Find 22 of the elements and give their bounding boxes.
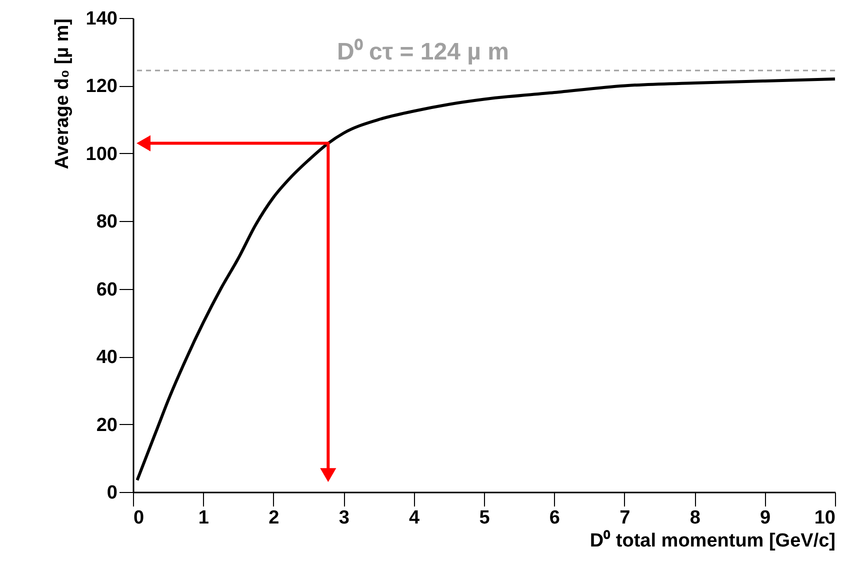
y-tick-label: 80 [96,212,118,233]
x-tick-label: 10 [814,508,836,528]
x-tick-label: 2 [268,508,280,528]
y-tick-label: 100 [86,144,118,165]
x-tick-label: 5 [479,508,490,528]
x-tick-label: 8 [690,508,700,528]
y-tick-label: 40 [96,347,118,368]
y-tick-label: 60 [96,279,118,300]
x-tick-label: 4 [409,508,420,528]
y-tick-label: 0 [106,482,118,504]
y-tick-label: 20 [96,414,118,436]
x-tick-label: 3 [338,508,350,528]
x-tick-label: 7 [620,508,630,528]
x-tick-label: 0 [134,508,144,528]
y-tick-label: 120 [86,76,118,98]
x-tick-label: 6 [549,508,560,528]
x-tick-label: 1 [198,508,210,528]
x-tick-label: 9 [760,508,771,528]
y-axis-title: Average d₀ [µ m] [52,18,73,170]
x-axis-title: D⁰ total momentum [GeV/c] [590,530,836,552]
y-tick-label: 140 [86,8,118,30]
ref-line-label: D⁰ cτ = 124 µ m [337,38,509,66]
